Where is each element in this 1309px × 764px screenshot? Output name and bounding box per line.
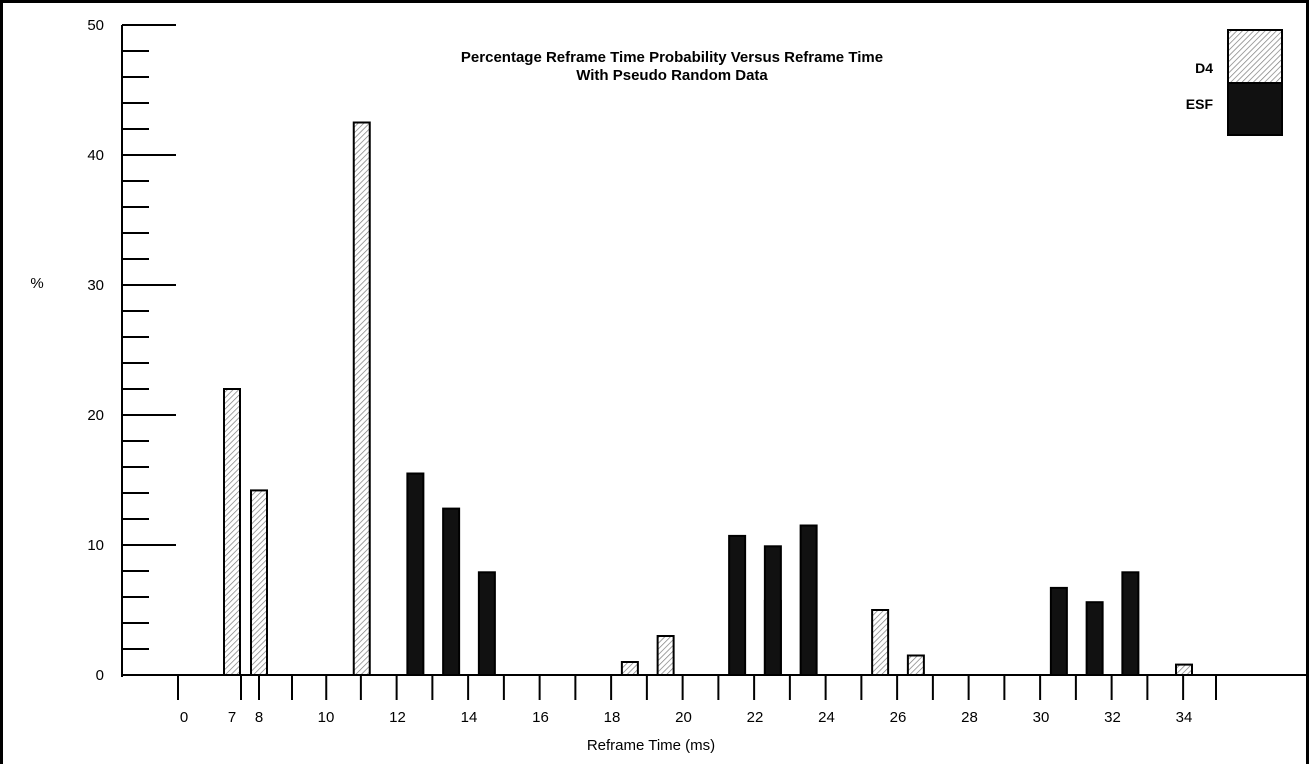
y-tick-label: 30 (87, 277, 104, 294)
bar-d4 (223, 388, 241, 676)
bars (223, 121, 1193, 677)
x-tick-label: 10 (318, 709, 335, 726)
bar-d4 (906, 654, 925, 676)
x-tick-label: 32 (1104, 709, 1121, 726)
bar-esf (1085, 601, 1104, 677)
x-tick-label: 22 (747, 709, 764, 726)
y-tick-label: 20 (87, 407, 104, 424)
x-tick-label: 14 (461, 709, 478, 726)
legend: D4 ESF (1186, 29, 1283, 136)
y-tick-label: 40 (87, 147, 104, 164)
x-tick-label: 0 (180, 709, 188, 726)
x-tick-label: 16 (532, 709, 549, 726)
x-tick-label: 12 (389, 709, 406, 726)
chart-title-line2: With Pseudo Random Data (576, 67, 768, 84)
x-tick-label: 20 (675, 709, 692, 726)
bar-esf (763, 545, 782, 676)
x-tick-label: 34 (1176, 709, 1193, 726)
legend-swatch-d4 (1227, 29, 1283, 84)
x-tick-label: 28 (961, 709, 978, 726)
bar-d4 (620, 661, 639, 676)
bar-d4 (1175, 663, 1193, 676)
x-tick-label: 30 (1033, 709, 1050, 726)
x-tick-label: 26 (890, 709, 907, 726)
legend-label-d4: D4 (1195, 60, 1213, 76)
x-tick-label: 24 (818, 709, 835, 726)
chart-title-line1: Percentage Reframe Time Probability Vers… (461, 49, 883, 66)
y-tick-label: 0 (96, 667, 104, 684)
bar-esf (1049, 586, 1068, 677)
bar-d4 (656, 635, 675, 676)
bar-esf (477, 571, 496, 676)
chart-title: Percentage Reframe Time Probability Vers… (461, 49, 883, 84)
x-tick-label: 7 (228, 709, 236, 726)
x-tick-label: 8 (255, 709, 263, 726)
x-axis-label: Reframe Time (ms) (587, 737, 715, 754)
y-tick-label: 50 (87, 17, 104, 34)
x-axis: 0 7 8 10 12 14 16 18 20 22 24 26 28 30 32 34 (122, 674, 1306, 726)
bar-esf (442, 507, 461, 676)
bar-esf (406, 472, 425, 676)
bar-d4 (250, 489, 268, 676)
legend-label-esf: ESF (1186, 96, 1214, 112)
legend-swatch-esf (1227, 82, 1283, 136)
bar-esf (799, 524, 818, 676)
y-tick-label: 10 (87, 537, 104, 554)
bar-esf (1121, 571, 1140, 676)
bar-d4 (352, 121, 371, 676)
x-tick-label: 18 (604, 709, 621, 726)
y-axis: 0 10 20 30 40 50 (87, 17, 176, 684)
bar-esf (728, 534, 747, 677)
bar-d4 (871, 609, 890, 676)
y-axis-label: % (30, 275, 43, 292)
